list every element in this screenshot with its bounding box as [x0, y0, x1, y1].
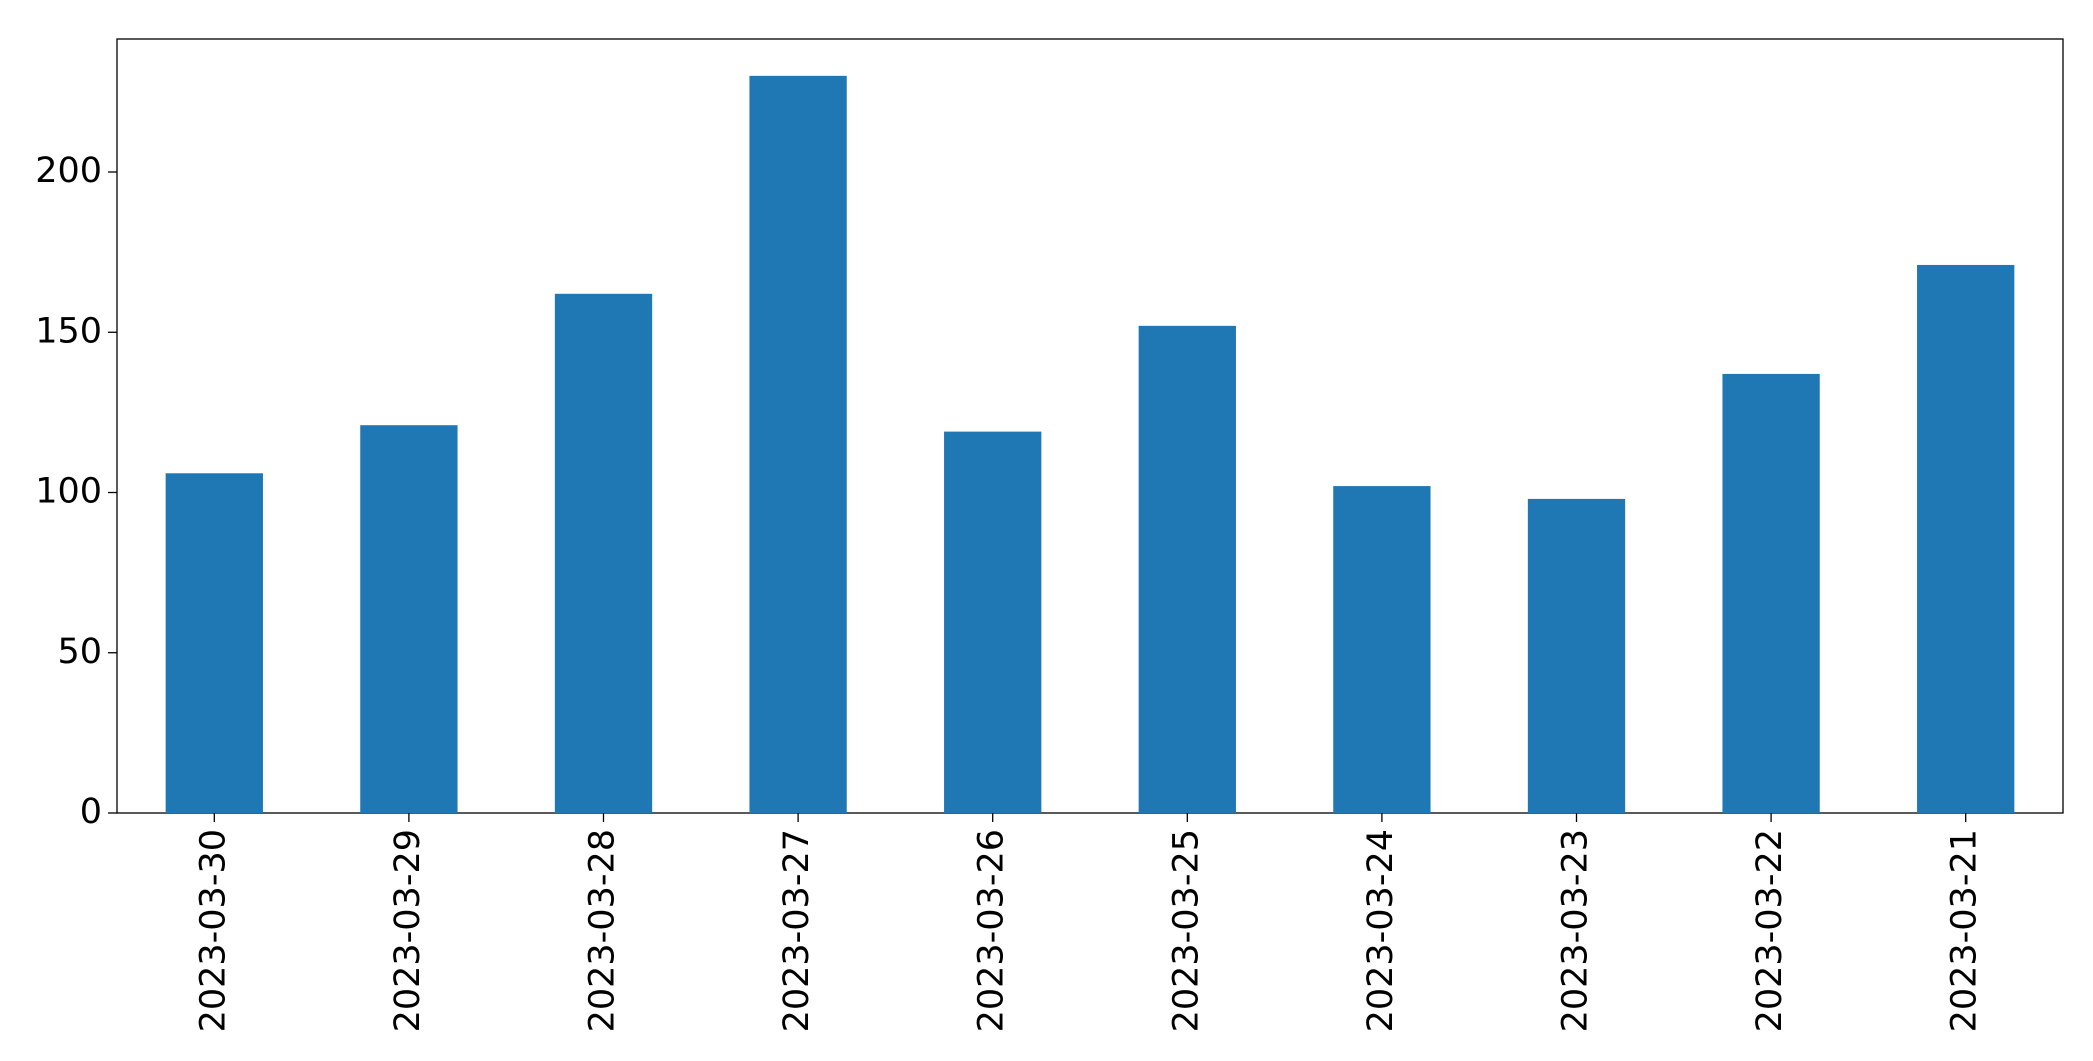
x-tick-label: 2023-03-26	[972, 829, 1012, 1032]
x-tick-label: 2023-03-27	[777, 829, 817, 1032]
y-tick-label: 200	[35, 151, 102, 191]
bar	[749, 75, 847, 814]
x-tick-label: 2023-03-21	[1945, 829, 1985, 1032]
bar	[1138, 325, 1236, 813]
x-tick-label: 2023-03-30	[193, 829, 233, 1032]
x-tick-label: 2023-03-23	[1556, 829, 1596, 1032]
x-tick-label: 2023-03-28	[583, 829, 623, 1032]
bar	[1722, 373, 1820, 813]
bar	[165, 473, 263, 813]
y-tick-label: 100	[35, 472, 102, 512]
y-tick-label: 50	[57, 632, 102, 672]
x-tick-label: 2023-03-24	[1361, 829, 1401, 1032]
bar	[1527, 498, 1626, 813]
x-tick-label: 2023-03-29	[388, 829, 428, 1032]
x-tick-label: 2023-03-22	[1750, 829, 1790, 1032]
y-tick-label: 150	[35, 311, 102, 351]
bar	[1917, 264, 2015, 813]
x-tick-label: 2023-03-25	[1166, 829, 1206, 1032]
plot-frame	[116, 38, 2064, 814]
bar	[944, 431, 1042, 813]
y-tick-label: 0	[80, 792, 102, 832]
bar	[360, 425, 458, 813]
bar	[554, 293, 653, 813]
bar	[1333, 486, 1431, 813]
